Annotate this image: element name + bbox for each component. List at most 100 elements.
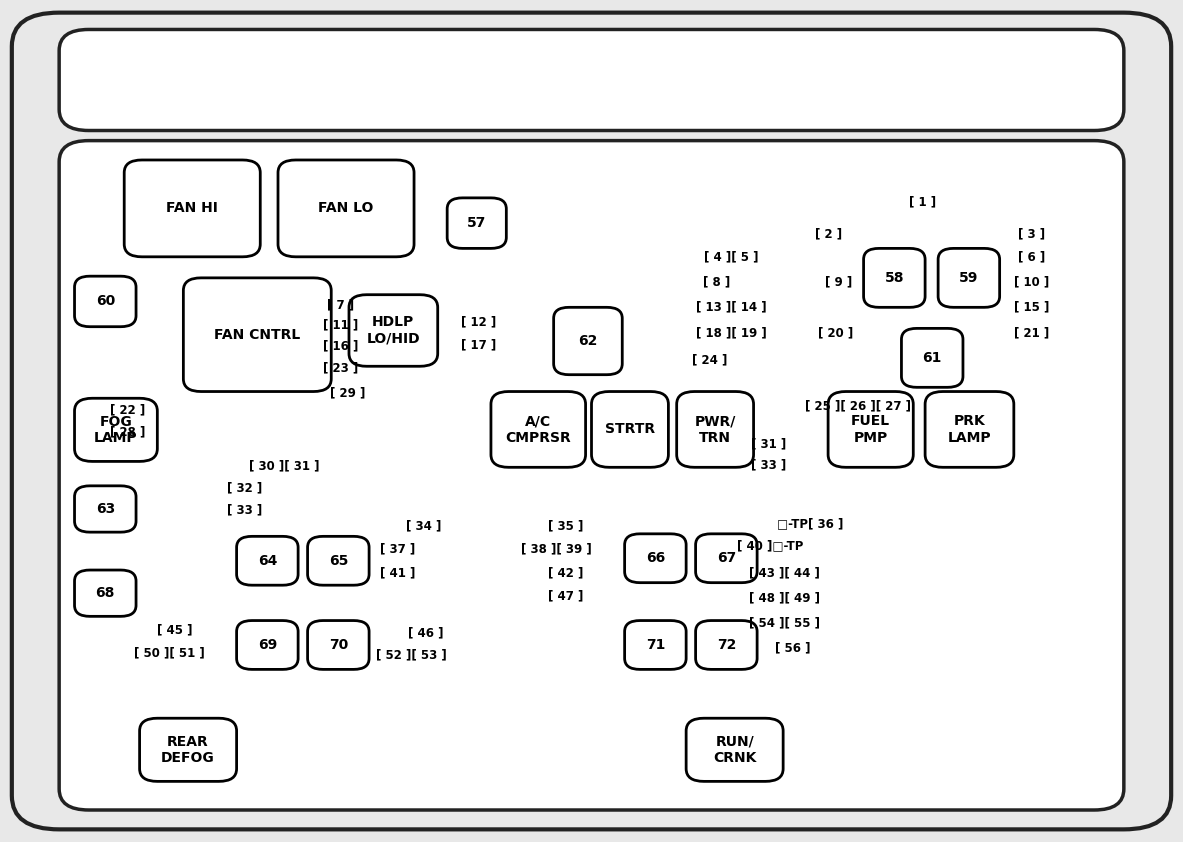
FancyBboxPatch shape xyxy=(491,392,586,467)
Text: 59: 59 xyxy=(959,271,978,285)
Text: 67: 67 xyxy=(717,552,736,565)
Text: HDLP
LO/HID: HDLP LO/HID xyxy=(367,316,420,345)
Text: 57: 57 xyxy=(467,216,486,230)
FancyBboxPatch shape xyxy=(12,13,1171,829)
Text: 72: 72 xyxy=(717,638,736,652)
Text: [ 48 ][ 49 ]: [ 48 ][ 49 ] xyxy=(749,591,820,605)
FancyBboxPatch shape xyxy=(75,398,157,461)
Text: □-TP[ 36 ]: □-TP[ 36 ] xyxy=(777,517,843,530)
FancyBboxPatch shape xyxy=(592,392,668,467)
FancyBboxPatch shape xyxy=(183,278,331,392)
Text: REAR
DEFOG: REAR DEFOG xyxy=(161,735,215,765)
Text: [ 50 ][ 51 ]: [ 50 ][ 51 ] xyxy=(134,646,205,659)
FancyBboxPatch shape xyxy=(308,536,369,585)
Text: A/C
CMPRSR: A/C CMPRSR xyxy=(505,414,571,445)
FancyBboxPatch shape xyxy=(237,621,298,669)
Text: [ 16 ]: [ 16 ] xyxy=(323,339,358,353)
Text: [ 40 ]□-TP: [ 40 ]□-TP xyxy=(737,539,803,552)
FancyBboxPatch shape xyxy=(278,160,414,257)
FancyBboxPatch shape xyxy=(554,307,622,375)
Text: [ 28 ]: [ 28 ] xyxy=(110,425,146,439)
FancyBboxPatch shape xyxy=(59,29,1124,131)
Text: FAN CNTRL: FAN CNTRL xyxy=(214,328,300,342)
FancyBboxPatch shape xyxy=(686,718,783,781)
Text: [ 20 ]: [ 20 ] xyxy=(817,326,853,339)
FancyBboxPatch shape xyxy=(75,486,136,532)
Text: [ 13 ][ 14 ]: [ 13 ][ 14 ] xyxy=(696,301,767,314)
FancyBboxPatch shape xyxy=(696,621,757,669)
Text: [ 17 ]: [ 17 ] xyxy=(461,338,497,352)
FancyBboxPatch shape xyxy=(124,160,260,257)
Text: [ 31 ]: [ 31 ] xyxy=(751,437,787,450)
Text: FAN HI: FAN HI xyxy=(167,201,218,216)
Text: [ 12 ]: [ 12 ] xyxy=(461,315,497,328)
FancyBboxPatch shape xyxy=(864,248,925,307)
Text: [ 52 ][ 53 ]: [ 52 ][ 53 ] xyxy=(376,648,447,662)
Text: [ 2 ]: [ 2 ] xyxy=(815,227,841,241)
FancyBboxPatch shape xyxy=(140,718,237,781)
Text: [ 54 ][ 55 ]: [ 54 ][ 55 ] xyxy=(749,616,820,630)
Text: [ 18 ][ 19 ]: [ 18 ][ 19 ] xyxy=(696,326,767,339)
Text: [ 23 ]: [ 23 ] xyxy=(323,361,358,375)
FancyBboxPatch shape xyxy=(625,534,686,583)
Text: PRK
LAMP: PRK LAMP xyxy=(948,414,991,445)
Text: [ 45 ]: [ 45 ] xyxy=(157,623,193,637)
Text: [ 56 ]: [ 56 ] xyxy=(775,642,810,655)
FancyBboxPatch shape xyxy=(237,536,298,585)
Text: [ 33 ]: [ 33 ] xyxy=(227,504,263,517)
Text: PWR/
TRN: PWR/ TRN xyxy=(694,414,736,445)
Text: [ 24 ]: [ 24 ] xyxy=(692,353,728,366)
Text: FUEL
PMP: FUEL PMP xyxy=(851,414,891,445)
Text: [ 15 ]: [ 15 ] xyxy=(1014,301,1049,314)
Text: [ 10 ]: [ 10 ] xyxy=(1014,275,1049,289)
Text: 63: 63 xyxy=(96,502,115,516)
FancyBboxPatch shape xyxy=(828,392,913,467)
Text: STRTR: STRTR xyxy=(605,423,655,436)
Text: [ 3 ]: [ 3 ] xyxy=(1019,227,1045,241)
Text: [ 35 ]: [ 35 ] xyxy=(548,520,583,533)
FancyBboxPatch shape xyxy=(625,621,686,669)
Text: 60: 60 xyxy=(96,295,115,308)
Text: [ 30 ][ 31 ]: [ 30 ][ 31 ] xyxy=(248,459,319,472)
FancyBboxPatch shape xyxy=(308,621,369,669)
Text: 64: 64 xyxy=(258,554,277,568)
Text: 61: 61 xyxy=(923,351,942,365)
Text: [ 34 ]: [ 34 ] xyxy=(406,520,441,533)
Text: [ 25 ][ 26 ][ 27 ]: [ 25 ][ 26 ][ 27 ] xyxy=(804,399,911,413)
Text: [ 38 ][ 39 ]: [ 38 ][ 39 ] xyxy=(521,542,592,556)
FancyBboxPatch shape xyxy=(75,570,136,616)
Text: [ 37 ]: [ 37 ] xyxy=(380,542,415,556)
FancyBboxPatch shape xyxy=(696,534,757,583)
Text: 58: 58 xyxy=(885,271,904,285)
FancyBboxPatch shape xyxy=(938,248,1000,307)
Text: 71: 71 xyxy=(646,638,665,652)
Text: [ 46 ]: [ 46 ] xyxy=(408,626,444,640)
FancyBboxPatch shape xyxy=(349,295,438,366)
FancyBboxPatch shape xyxy=(75,276,136,327)
FancyBboxPatch shape xyxy=(677,392,754,467)
Text: 70: 70 xyxy=(329,638,348,652)
Text: [ 1 ]: [ 1 ] xyxy=(910,195,936,209)
Text: [ 8 ]: [ 8 ] xyxy=(703,275,731,289)
Text: [ 6 ]: [ 6 ] xyxy=(1017,250,1046,264)
FancyBboxPatch shape xyxy=(59,141,1124,810)
Text: [ 9 ]: [ 9 ] xyxy=(825,275,853,289)
Text: [ 33 ]: [ 33 ] xyxy=(751,458,787,472)
Text: [ 32 ]: [ 32 ] xyxy=(227,482,263,495)
Text: 66: 66 xyxy=(646,552,665,565)
Text: [ 4 ][ 5 ]: [ 4 ][ 5 ] xyxy=(704,250,758,264)
Text: [ 7 ]: [ 7 ] xyxy=(328,298,354,312)
Text: 65: 65 xyxy=(329,554,348,568)
FancyBboxPatch shape xyxy=(901,328,963,387)
FancyBboxPatch shape xyxy=(925,392,1014,467)
Text: FAN LO: FAN LO xyxy=(318,201,374,216)
Text: FOG
LAMP: FOG LAMP xyxy=(95,415,137,445)
Text: 68: 68 xyxy=(96,586,115,600)
Text: [ 21 ]: [ 21 ] xyxy=(1014,326,1049,339)
Text: 62: 62 xyxy=(578,334,597,348)
Text: [ 42 ]: [ 42 ] xyxy=(548,566,583,579)
Text: [ 43 ][ 44 ]: [ 43 ][ 44 ] xyxy=(749,566,820,579)
Text: [ 22 ]: [ 22 ] xyxy=(110,403,146,417)
Text: RUN/
CRNK: RUN/ CRNK xyxy=(713,735,756,765)
FancyBboxPatch shape xyxy=(447,198,506,248)
